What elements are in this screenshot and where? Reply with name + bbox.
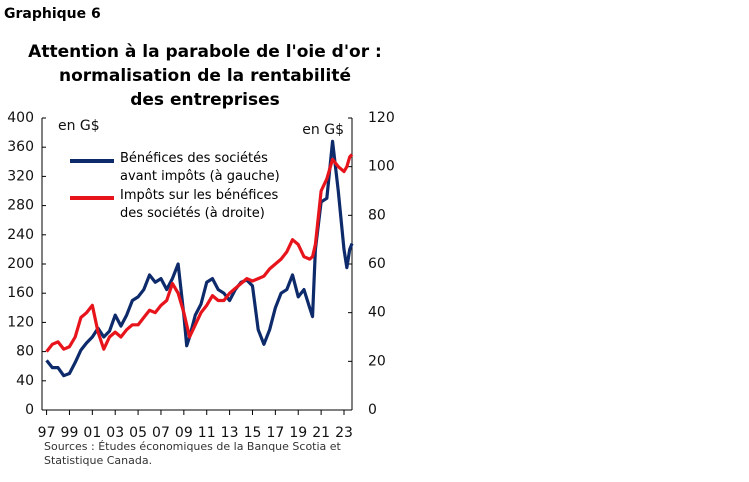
x-tick-label: 13 xyxy=(221,425,239,441)
y2-tick-label: 20 xyxy=(368,353,386,369)
x-tick-label: 15 xyxy=(244,425,262,441)
title-line: Attention à la parabole de l'oie d'or : xyxy=(28,42,382,62)
y2-tick-label: 120 xyxy=(368,110,395,126)
y2-tick-label: 80 xyxy=(368,207,386,223)
series-line xyxy=(45,153,354,353)
legend-label: Bénéfices des sociétés avant impôts (à g… xyxy=(120,151,280,184)
x-tick-label: 19 xyxy=(289,425,307,441)
y-tick-label: 360 xyxy=(7,139,34,155)
legend-label: Impôts sur les bénéfices des sociétés (à… xyxy=(120,188,279,221)
series-line xyxy=(45,139,354,378)
title-line: normalisation de la rentabilité xyxy=(58,66,351,86)
y-tick-label: 40 xyxy=(16,373,34,389)
y-tick-label: 80 xyxy=(16,344,34,360)
y2-tick-label: 40 xyxy=(368,305,386,321)
x-tick-label: 21 xyxy=(312,425,330,441)
x-tick-label: 97 xyxy=(38,425,56,441)
legend-swatch xyxy=(70,159,114,163)
y2-tick-label: 0 xyxy=(368,402,377,418)
y-unit: en G$ xyxy=(58,118,100,134)
y-tick-label: 160 xyxy=(7,285,34,301)
x-tick-label: 17 xyxy=(266,425,284,441)
y2-tick-label: 60 xyxy=(368,256,386,272)
title-line: des entreprises xyxy=(130,90,280,110)
y-tick-label: 320 xyxy=(7,168,34,184)
legend-item: Bénéfices des sociétés avant impôts (à g… xyxy=(68,150,300,186)
x-tick-label: 05 xyxy=(129,425,147,441)
legend: Bénéfices des sociétés avant impôts (à g… xyxy=(68,150,300,224)
x-tick-label: 11 xyxy=(198,425,216,441)
legend-item: Impôts sur les bénéfices des sociétés (à… xyxy=(68,187,300,223)
y-tick-label: 280 xyxy=(7,198,34,214)
x-tick-label: 09 xyxy=(175,425,193,441)
x-tick-label: 01 xyxy=(83,425,101,441)
legend-swatch xyxy=(70,196,114,200)
x-tick-label: 03 xyxy=(106,425,124,441)
y-tick-label: 0 xyxy=(25,402,34,418)
y-tick-label: 200 xyxy=(7,256,34,272)
chart-label: Graphique 6 xyxy=(4,6,101,22)
y-tick-label: 240 xyxy=(7,227,34,243)
source-note: Sources : Études économiques de la Banqu… xyxy=(44,440,341,467)
y2-tick-label: 100 xyxy=(368,159,395,175)
x-tick-label: 99 xyxy=(61,425,79,441)
y2-unit: en G$ xyxy=(302,122,344,138)
y-tick-label: 120 xyxy=(7,314,34,330)
y-tick-label: 400 xyxy=(7,110,34,126)
x-tick-label: 07 xyxy=(152,425,170,441)
chart-title: Attention à la parabole de l'oie d'or : … xyxy=(20,40,390,112)
x-tick-label: 23 xyxy=(335,425,353,441)
